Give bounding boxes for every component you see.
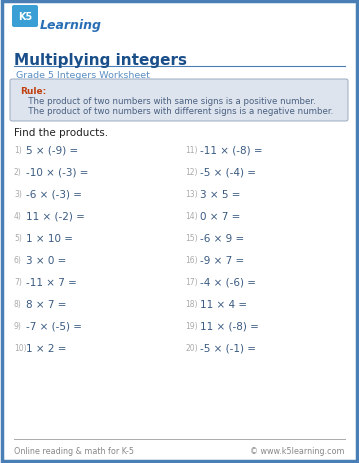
Text: 0 × 7 =: 0 × 7 = [200,212,241,221]
Text: 14): 14) [185,212,197,221]
Text: 11 × 4 =: 11 × 4 = [200,300,247,309]
Text: 13): 13) [185,190,197,199]
Text: -11 × 7 =: -11 × 7 = [26,277,77,288]
Text: -7 × (-5) =: -7 × (-5) = [26,321,82,332]
Text: 11 × (-2) =: 11 × (-2) = [26,212,85,221]
Text: -5 × (-4) =: -5 × (-4) = [200,168,256,178]
Text: K5: K5 [18,12,32,22]
Text: Learning: Learning [40,19,102,32]
Text: 17): 17) [185,278,197,287]
Text: -5 × (-1) =: -5 × (-1) = [200,343,256,353]
Text: -6 × 9 =: -6 × 9 = [200,233,244,244]
Text: 7): 7) [14,278,22,287]
Text: Rule:: Rule: [20,86,46,95]
Text: Online reading & math for K-5: Online reading & math for K-5 [14,446,134,456]
Text: 19): 19) [185,322,197,331]
Text: 10): 10) [14,344,27,353]
Text: 3 × 5 =: 3 × 5 = [200,189,241,200]
Text: -11 × (-8) =: -11 × (-8) = [200,146,263,156]
Text: © www.k5learning.com: © www.k5learning.com [251,446,345,456]
Text: 1): 1) [14,146,22,155]
Text: -10 × (-3) =: -10 × (-3) = [26,168,89,178]
Text: -9 × 7 =: -9 × 7 = [200,256,244,265]
Text: 1 × 2 =: 1 × 2 = [26,343,66,353]
Text: 15): 15) [185,234,197,243]
Text: 1 × 10 =: 1 × 10 = [26,233,73,244]
Text: 4): 4) [14,212,22,221]
Text: -6 × (-3) =: -6 × (-3) = [26,189,82,200]
Text: 5): 5) [14,234,22,243]
Text: -4 × (-6) =: -4 × (-6) = [200,277,256,288]
Text: The product of two numbers with same signs is a positive number.: The product of two numbers with same sig… [20,96,316,105]
Text: 6): 6) [14,256,22,265]
FancyBboxPatch shape [10,80,348,122]
Text: 11): 11) [185,146,197,155]
Text: Multiplying integers: Multiplying integers [14,52,187,67]
Text: 2): 2) [14,168,22,177]
Text: 9): 9) [14,322,22,331]
Text: 8): 8) [14,300,22,309]
Text: 5 × (-9) =: 5 × (-9) = [26,146,78,156]
Text: 11 × (-8) =: 11 × (-8) = [200,321,259,332]
Text: 8 × 7 =: 8 × 7 = [26,300,66,309]
Text: Find the products.: Find the products. [14,128,108,138]
Text: The product of two numbers with different signs is a negative number.: The product of two numbers with differen… [20,106,333,115]
Text: Grade 5 Integers Worksheet: Grade 5 Integers Worksheet [16,71,150,80]
Text: 18): 18) [185,300,197,309]
Text: 16): 16) [185,256,197,265]
Text: 20): 20) [185,344,197,353]
Text: 3): 3) [14,190,22,199]
FancyBboxPatch shape [12,6,38,28]
Text: 12): 12) [185,168,197,177]
Text: 3 × 0 =: 3 × 0 = [26,256,66,265]
